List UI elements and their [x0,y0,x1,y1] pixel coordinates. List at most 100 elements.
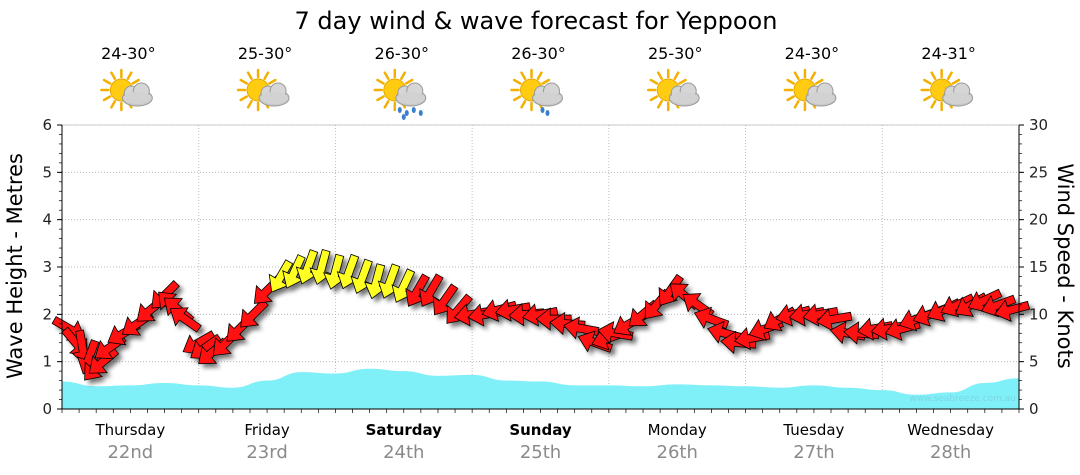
rain-showers-icon [373,68,427,120]
partly-cloudy-icon [920,68,974,112]
sun-ray [263,71,270,80]
wind-arrows [51,249,1031,381]
wind-arrow [967,288,1003,313]
cloud-fill [123,92,152,104]
sun-ray [268,78,277,85]
left-tick-label: 4 [42,211,52,229]
cloud-icon [805,82,837,107]
right-tick-label: 30 [1029,116,1048,134]
cloud-icon [532,82,563,107]
day-date: 27th [793,442,834,463]
wind-arrow [802,303,839,327]
day-temperature: 24-30° [101,44,156,63]
wind-arrow [816,308,853,332]
right-axis-title: Wind Speed - Knots [1053,163,1077,368]
sun-ray [786,78,795,85]
day-name: Tuesday [782,421,844,439]
sun-ray [126,71,133,80]
day-name: Thursday [94,421,165,439]
sun-ray [541,78,551,85]
sun-ray [239,78,249,85]
rain-drop [540,107,545,113]
cloud-icon [121,82,153,107]
right-tick-label: 5 [1029,353,1039,371]
sun-ray [512,95,522,102]
day-temperature: 24-30° [785,44,840,63]
wind-arrow [994,299,1031,322]
sun-ray [404,78,414,85]
day-name: Saturday [366,421,443,439]
day-columns: 24-30° Thursday 22nd 25-30° Friday 23rd 26-30°… [94,44,994,463]
day-temperature: 24-31° [921,44,976,63]
day-name: Monday [648,421,707,439]
sun-ray [131,78,140,85]
day-name: Friday [244,421,290,439]
cloud-icon [668,82,700,107]
left-tick-label: 1 [42,353,52,371]
sun-ray [793,100,800,109]
sun-ray [678,78,687,85]
day-date: 23rd [246,442,287,463]
rain-drop [401,114,406,120]
sun-ray [930,100,937,109]
sun-ray [246,71,253,80]
rain-drop [397,107,402,113]
sun-ray [376,78,385,85]
day-temperature: 26-30° [511,44,566,63]
wind-arrow [169,307,202,333]
sun-ray [810,71,817,80]
day-name: Sunday [509,421,572,439]
left-tick-label: 0 [42,400,52,418]
partly-cloudy-icon [236,68,290,112]
sun-ray [102,95,112,102]
sun-ray [786,95,795,102]
sun-ray [102,78,112,85]
sun-ray [512,78,522,85]
sun-ray [520,71,527,80]
sun-ray [400,71,407,80]
right-tick-label: 0 [1029,400,1039,418]
day-date: 24th [383,442,424,463]
sun-ray [656,100,663,109]
light-showers-icon [510,68,563,116]
right-tick-label: 15 [1029,258,1048,276]
wave-height-area [62,368,1019,409]
wind-arrow [268,259,294,293]
day-date: 22nd [107,442,153,463]
cloud-fill [806,92,835,104]
sun-ray [110,71,117,80]
cloud-fill [943,92,972,104]
rain-drop [418,110,423,116]
day-date: 26th [657,442,698,463]
wind-arrow [535,307,572,331]
cloud-icon [395,82,427,107]
right-tick-label: 20 [1029,211,1048,229]
sun-ray [520,100,527,109]
sun-ray [246,100,253,109]
sun-ray [383,71,390,80]
sun-ray [930,71,937,80]
wind-arrow [980,294,1017,318]
rain-drop [411,107,416,113]
sun-ray [239,95,249,102]
left-tick-label: 6 [42,116,52,134]
left-axis-title: Wave Height - Metres [3,153,27,379]
sun-ray [383,100,390,109]
sun-ray [649,78,659,85]
day-temperature: 25-30° [238,44,293,63]
cloud-icon [942,82,974,107]
wind-arrow [433,283,459,316]
sun-ray [793,71,800,80]
wind-arrow [295,249,319,285]
credit-watermark: www.seabreeze.com.au [909,394,1016,404]
day-temperature: 26-30° [375,44,430,63]
rain-drop [545,110,550,116]
right-axis: 0 5 10 15 20 25 30 [1018,116,1048,418]
rain-drop [404,110,409,116]
cloud-fill [260,92,289,104]
left-tick-label: 2 [42,305,52,323]
wind-arrow [940,293,976,318]
left-tick-label: 5 [42,163,52,181]
sun-ray [946,71,953,80]
